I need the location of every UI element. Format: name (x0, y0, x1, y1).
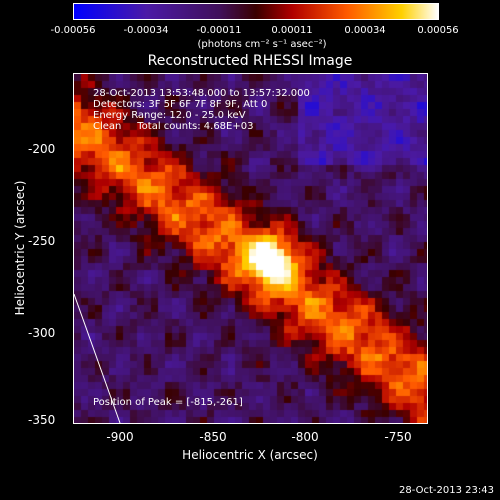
energy-range-text: Energy Range: 12.0 - 25.0 keV (93, 110, 246, 121)
time-range-text: 28-Oct-2013 13:53:48.000 to 13:57:32.000 (93, 88, 310, 99)
y-axis-label: Heliocentric Y (arcsec) (13, 180, 27, 316)
x-tick-label: -850 (199, 430, 227, 444)
y-tick-label: -300 (28, 326, 56, 340)
plot-title: Reconstructed RHESSI Image (147, 53, 353, 69)
detectors-text: Detectors: 3F 5F 6F 7F 8F 9F, Att 0 (93, 99, 268, 110)
x-axis-label: Heliocentric X (arcsec) (182, 448, 318, 462)
y-tick-label: -200 (28, 142, 56, 156)
colorbar-tick-label: -0.00034 (123, 25, 169, 36)
image-plot (73, 73, 428, 424)
x-tick-label: -800 (291, 430, 319, 444)
colorbar-units: (photons cm⁻² s⁻¹ asec⁻²) (197, 39, 327, 50)
rhessi-image (74, 74, 427, 423)
y-tick-label: -250 (28, 234, 56, 248)
clean-counts-text: Clean Total counts: 4.68E+03 (93, 121, 254, 132)
footer-timestamp: 28-Oct-2013 23:43 (399, 485, 494, 496)
colorbar-tick-label: -0.00011 (196, 25, 242, 36)
colorbar (73, 3, 439, 20)
colorbar-tick-label: 0.00056 (417, 25, 459, 36)
y-tick-label: -350 (28, 413, 56, 427)
peak-position-text: Position of Peak = [-815,-261] (93, 397, 243, 408)
colorbar-tick-label: 0.00011 (271, 25, 313, 36)
limb-line (74, 293, 121, 423)
colorbar-tick-label: -0.00056 (50, 25, 96, 36)
colorbar-tick-label: 0.00034 (344, 25, 386, 36)
x-tick-label: -900 (106, 430, 134, 444)
x-tick-label: -750 (384, 430, 412, 444)
